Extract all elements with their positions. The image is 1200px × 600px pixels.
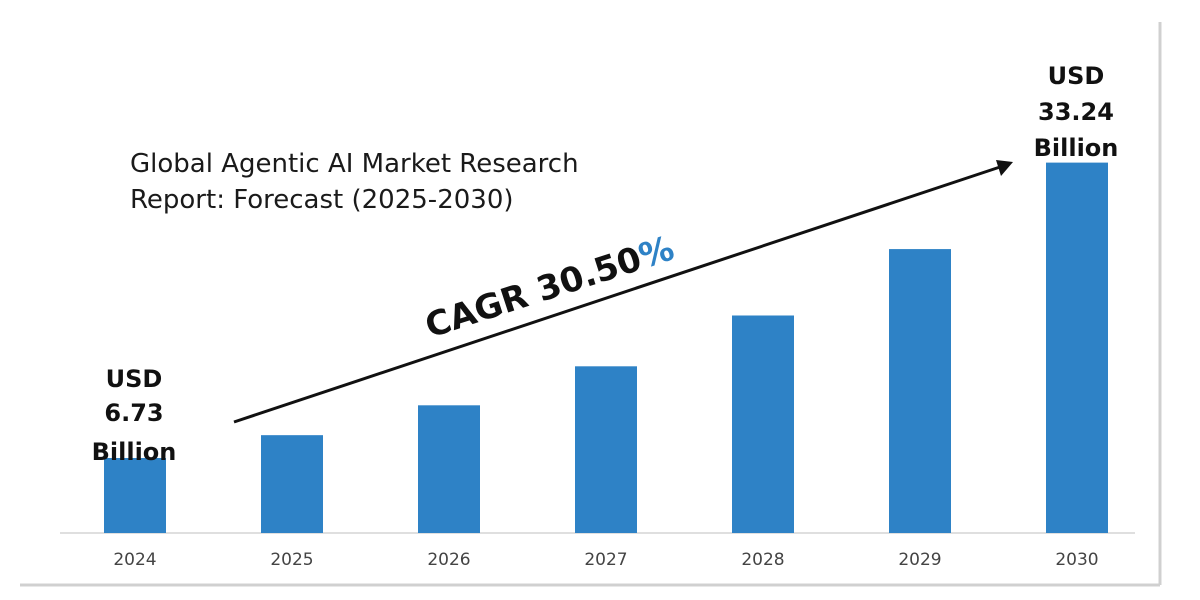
end-callout-scale: Billion [1034, 134, 1119, 162]
start-callout-scale: Billion [92, 438, 177, 466]
bar-2029 [889, 249, 951, 533]
bar-2024 [104, 458, 166, 533]
trend-arrow-line [233, 165, 1001, 424]
x-tick-2026: 2026 [427, 550, 470, 570]
start-callout-value: 6.73 [104, 399, 163, 427]
chart-title-line1: Global Agentic AI Market Research [130, 149, 579, 179]
x-tick-2025: 2025 [270, 550, 313, 570]
x-tick-2030: 2030 [1055, 550, 1098, 570]
x-tick-2028: 2028 [741, 550, 784, 570]
cagr-label-text: CAGR 30.50 [420, 239, 646, 346]
end-callout-unit: USD [1048, 62, 1105, 90]
bars-group [104, 162, 1108, 533]
start-callout-unit: USD [106, 365, 163, 393]
bar-2026 [418, 405, 480, 533]
x-tick-labels: 2024 2025 2026 2027 2028 2029 2030 [113, 550, 1098, 570]
x-tick-2029: 2029 [898, 550, 941, 570]
chart-subtitle: Report: Forecast (2025-2030) [130, 185, 514, 215]
trend-arrow-head [996, 160, 1013, 176]
bar-2028 [732, 315, 794, 533]
bar-2025 [261, 435, 323, 533]
bar-2030 [1046, 162, 1108, 533]
end-callout-value: 33.24 [1038, 98, 1114, 126]
x-tick-2024: 2024 [113, 550, 156, 570]
bar-2027 [575, 366, 637, 533]
chart-title: Global Agentic AI Market Research Report… [130, 146, 650, 218]
x-tick-2027: 2027 [584, 550, 627, 570]
